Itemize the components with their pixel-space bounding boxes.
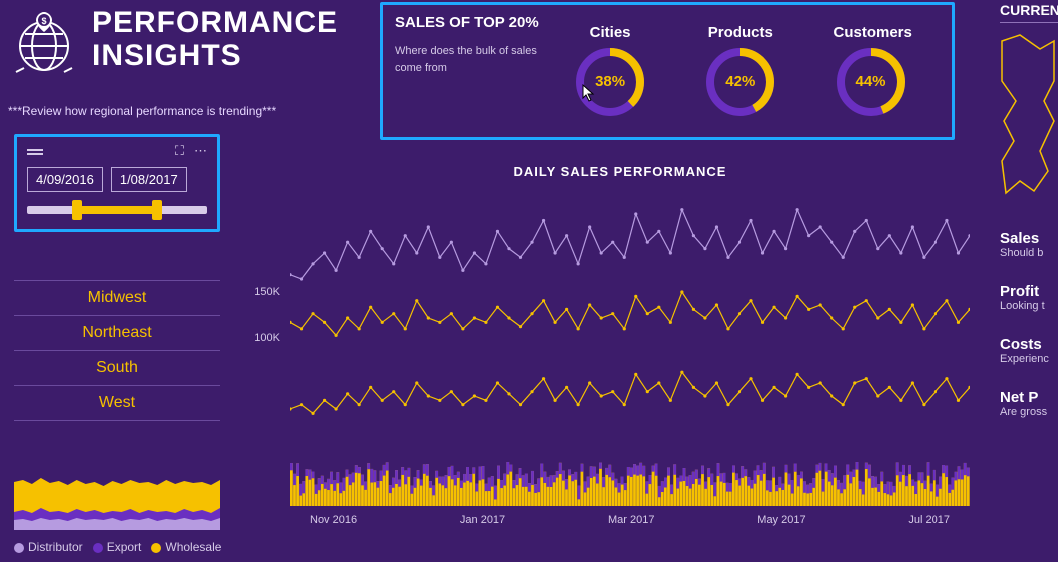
main-chart-title: DAILY SALES PERFORMANCE (270, 164, 970, 179)
x-tick: May 2017 (757, 514, 805, 526)
legend-item-export: Export (93, 540, 142, 554)
main-chart-x-axis: Nov 2016 Jan 2017 Mar 2017 May 2017 Jul 2017 (290, 514, 970, 526)
y-tick: 150K (240, 286, 280, 298)
mini-area-chart[interactable] (14, 468, 220, 530)
metric-sales: SalesShould b (1000, 230, 1058, 259)
donut-cities[interactable]: Cities38% (573, 24, 647, 119)
title-line-1: PERFORMANCE (92, 6, 338, 39)
metric-net-p: Net PAre gross (1000, 389, 1058, 418)
date-end-input[interactable]: 1/08/2017 (111, 167, 187, 192)
legend-item-wholesale: Wholesale (151, 540, 221, 554)
date-range-filter[interactable]: ⛶ ⋯ 4/09/2016 1/08/2017 (14, 134, 220, 232)
legend-item-distributor: Distributor (14, 540, 83, 554)
svg-text:$: $ (41, 16, 46, 26)
main-line-chart[interactable] (290, 188, 970, 448)
slider-thumb-end[interactable] (152, 200, 162, 220)
main-chart-y-axis: 150K 100K (240, 190, 280, 440)
metric-profit: ProfitLooking t (1000, 283, 1058, 312)
region-item-west[interactable]: West (14, 386, 220, 421)
x-tick: Jul 2017 (908, 514, 950, 526)
map-fragment-icon (1000, 31, 1056, 201)
current-state-panel: CURRENT SalesShould b ProfitLooking t Cost… (1000, 2, 1058, 560)
region-item-midwest[interactable]: Midwest (14, 280, 220, 316)
donut-label: Products (703, 24, 777, 41)
x-tick: Jan 2017 (460, 514, 505, 526)
brush-bar-chart[interactable] (290, 458, 970, 506)
menu-icon[interactable] (27, 149, 43, 151)
region-item-south[interactable]: South (14, 351, 220, 386)
x-tick: Mar 2017 (608, 514, 654, 526)
mini-chart-legend: Distributor Export Wholesale (14, 540, 221, 554)
subtitle: ***Review how regional performance is tr… (8, 104, 276, 118)
kpi-panel: SALES OF TOP 20% Where does the bulk of … (380, 2, 955, 140)
date-start-input[interactable]: 4/09/2016 (27, 167, 103, 192)
more-options-icon[interactable]: ⋯ (194, 143, 207, 159)
metric-costs: CostsExperienc (1000, 336, 1058, 365)
title-line-2: INSIGHTS (92, 39, 338, 72)
x-tick: Nov 2016 (310, 514, 357, 526)
focus-mode-icon[interactable]: ⛶ (175, 143, 184, 159)
date-slider[interactable] (27, 206, 207, 214)
globe-dollar-icon: $ (8, 6, 80, 78)
region-item-northeast[interactable]: Northeast (14, 316, 220, 351)
region-slicer: MidwestNortheastSouthWest (14, 280, 220, 421)
donut-customers[interactable]: Customers44% (834, 24, 912, 119)
kpi-desc: Where does the bulk of sales come from (395, 43, 545, 78)
kpi-title: SALES OF TOP 20% (395, 13, 545, 33)
slider-thumb-start[interactable] (72, 200, 82, 220)
donut-label: Customers (834, 24, 912, 41)
donut-label: Cities (573, 24, 647, 41)
y-tick: 100K (240, 332, 280, 344)
right-panel-title: CURRENT (1000, 2, 1058, 18)
dashboard-header: $ PERFORMANCE INSIGHTS (8, 6, 338, 78)
donut-products[interactable]: Products42% (703, 24, 777, 119)
